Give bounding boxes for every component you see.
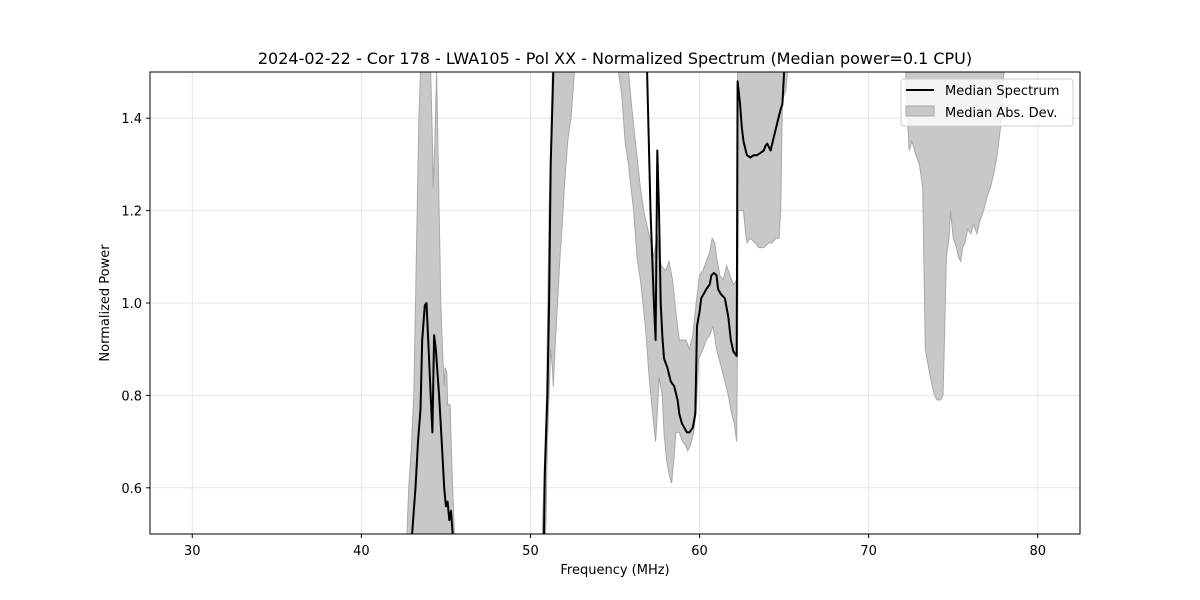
x-tick-label: 80 [1029,544,1046,559]
chart-title: 2024-02-22 - Cor 178 - LWA105 - Pol XX -… [258,49,972,68]
x-tick-label: 40 [353,544,370,559]
y-tick-label: 1.4 [121,112,142,127]
x-tick-label: 50 [522,544,539,559]
y-tick-label: 0.8 [121,389,142,404]
mad-band-region [541,72,789,534]
x-tick-label: 70 [860,544,877,559]
legend-band-label: Median Abs. Dev. [945,106,1057,121]
legend-box [900,78,1074,127]
y-axis-label: Normalized Power [98,244,113,362]
x-tick-label: 30 [184,544,201,559]
y-axis: 0.6 0.8 1.0 1.2 1.4 [121,112,150,497]
legend-line-label: Median Spectrum [945,84,1059,99]
y-tick-label: 1.2 [121,205,142,220]
mad-band-region [905,72,1005,401]
x-axis-label: Frequency (MHz) [560,563,669,578]
median-spectrum-line [646,72,786,434]
y-tick-label: 0.6 [121,482,142,497]
legend: Median Spectrum Median Abs. Dev. [900,78,1074,127]
median-spectrum-line [411,302,454,534]
x-tick-label: 60 [691,544,708,559]
legend-band-swatch [905,105,935,117]
y-tick-label: 1.0 [121,297,142,312]
x-axis: 30 40 50 60 70 80 [184,534,1046,559]
median-spectrum-line [543,72,555,534]
plot-area [406,72,1005,534]
